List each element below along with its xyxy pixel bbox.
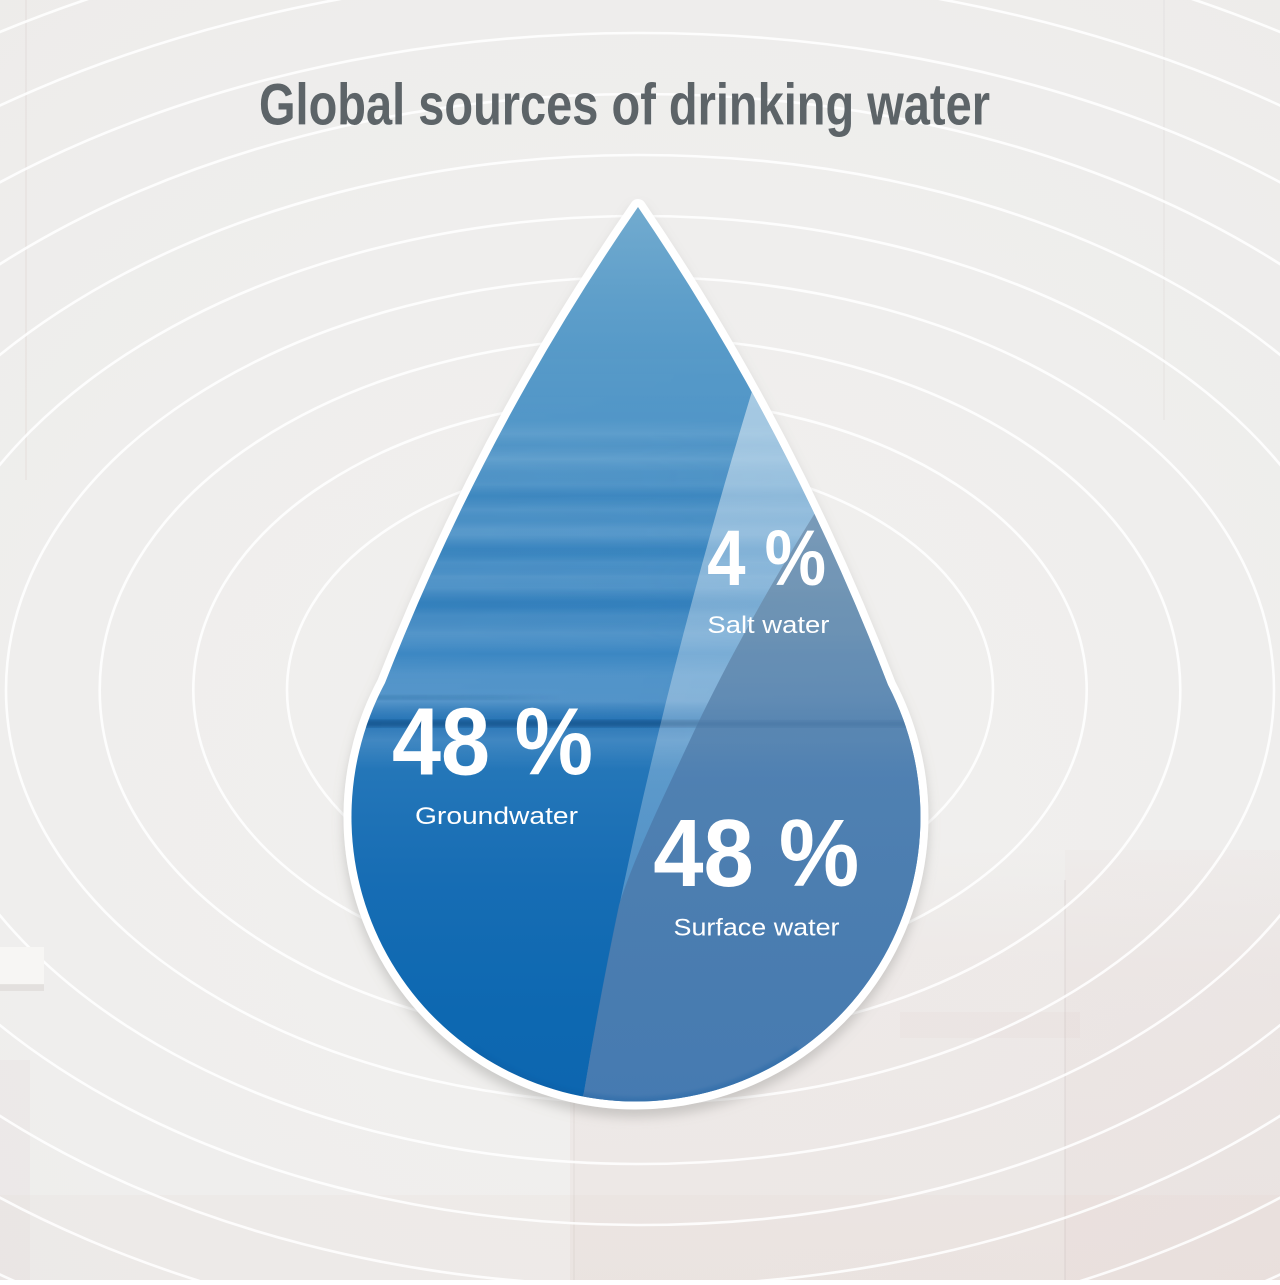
svg-text:48 %: 48 %: [653, 800, 859, 907]
svg-text:48 %: 48 %: [392, 689, 593, 796]
svg-text:Surface water: Surface water: [674, 915, 840, 942]
svg-text:Global sources of drinking wat: Global sources of drinking water: [259, 73, 990, 138]
svg-text:Groundwater: Groundwater: [415, 803, 578, 830]
svg-text:4 %: 4 %: [707, 514, 826, 602]
svg-text:Salt water: Salt water: [707, 612, 829, 639]
